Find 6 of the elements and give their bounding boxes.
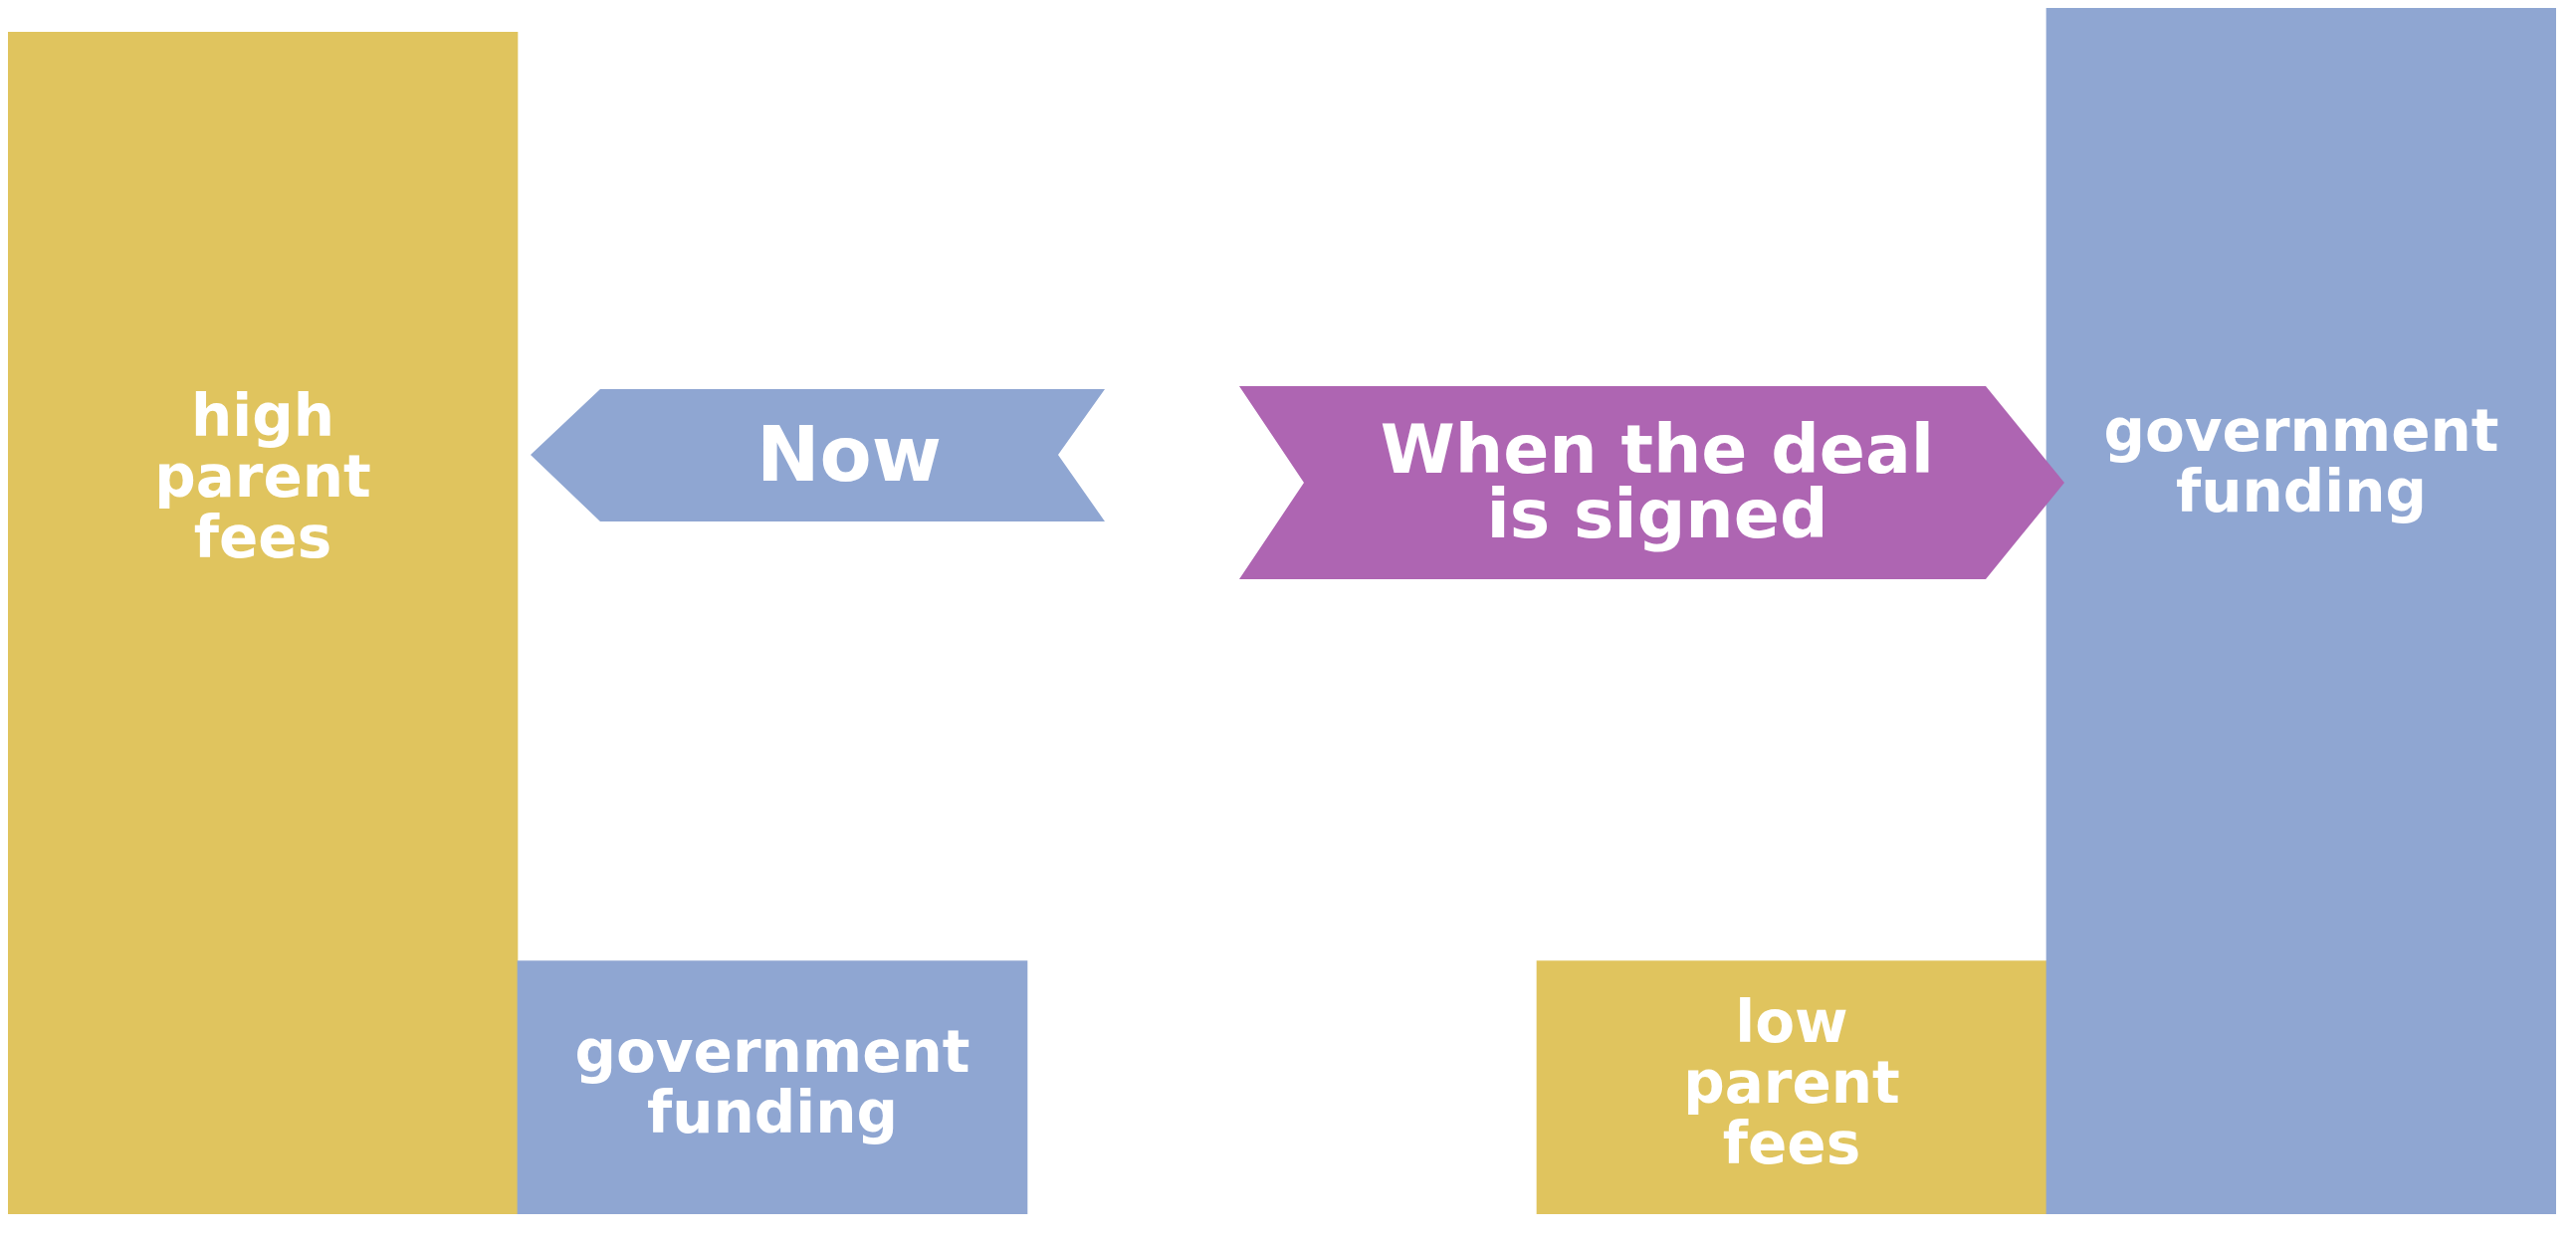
x-tick-label: government funding: [2103, 397, 2499, 526]
x-tick-label: government funding: [574, 1018, 970, 1147]
annotation: Now: [755, 410, 943, 500]
x-tick-label: low parent fees: [1683, 987, 1900, 1177]
x-tick-label: high parent fees: [154, 381, 371, 571]
annotation: When the deal is signed: [1379, 410, 1936, 553]
